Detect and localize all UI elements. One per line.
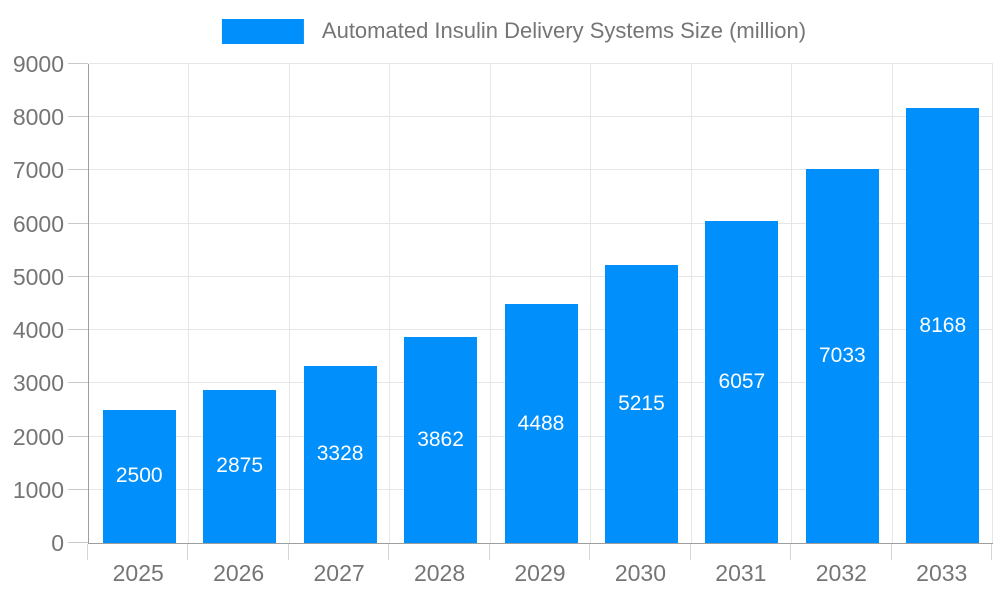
x-tick <box>991 544 992 560</box>
y-tick <box>68 116 88 118</box>
h-gridline <box>89 116 993 118</box>
x-tick-label: 2026 <box>213 560 265 586</box>
bar[interactable] <box>404 337 478 543</box>
bar-value-label: 2875 <box>216 454 264 478</box>
bar[interactable] <box>303 365 377 543</box>
bar-value-label: 5215 <box>618 392 665 416</box>
bar-value-label: 2500 <box>115 464 163 488</box>
bar[interactable] <box>906 108 980 543</box>
x-tick <box>287 544 289 560</box>
x-tick-label: 2027 <box>313 560 365 586</box>
y-tick-label: 6000 <box>12 210 64 237</box>
y-tick-label: 2000 <box>12 423 64 450</box>
x-tick <box>689 544 691 560</box>
bar[interactable] <box>504 304 578 543</box>
y-tick <box>68 329 88 331</box>
bar[interactable] <box>203 390 277 543</box>
v-gridline <box>288 64 290 543</box>
y-tick-label: 3000 <box>12 370 64 397</box>
y-tick <box>68 222 88 224</box>
y-tick-label: 5000 <box>12 263 64 290</box>
h-gridline <box>89 222 993 224</box>
y-tick <box>68 63 88 64</box>
h-gridline <box>89 169 993 171</box>
legend-label: Automated Insulin Delivery Systems Size … <box>321 18 807 43</box>
x-tick-label: 2028 <box>413 560 466 586</box>
y-tick-label: 9000 <box>12 51 64 77</box>
x-tick <box>388 544 390 560</box>
bar[interactable] <box>805 168 879 543</box>
x-tick-label: 2025 <box>112 560 164 586</box>
x-tick <box>488 544 490 560</box>
x-tick-label: 2031 <box>715 560 767 586</box>
y-tick <box>68 488 88 490</box>
x-tick-label: 2029 <box>514 560 566 586</box>
x-tick <box>589 544 591 560</box>
x-tick <box>87 544 88 560</box>
legend-swatch <box>221 18 304 44</box>
bar[interactable] <box>705 220 779 543</box>
bar[interactable] <box>102 409 176 543</box>
bar-value-label: 4488 <box>517 411 565 435</box>
y-tick <box>68 169 88 171</box>
y-tick <box>68 275 88 277</box>
x-tick-label: 2032 <box>815 560 867 586</box>
y-tick-label: 4000 <box>12 317 64 344</box>
chart-legend[interactable]: Automated Insulin Delivery Systems Size … <box>221 18 807 44</box>
x-tick <box>187 544 189 560</box>
v-gridline <box>891 64 893 543</box>
y-tick <box>68 542 88 543</box>
v-gridline <box>389 64 391 543</box>
v-gridline <box>489 64 491 543</box>
bar[interactable] <box>604 265 678 543</box>
h-gridline <box>89 63 993 64</box>
x-tick <box>890 544 892 560</box>
x-tick-label: 2033 <box>916 560 968 586</box>
y-tick <box>68 435 88 437</box>
h-gridline <box>89 275 993 277</box>
y-tick-label: 8000 <box>12 104 64 131</box>
v-gridline <box>188 64 190 543</box>
x-tick-label: 2030 <box>614 560 667 586</box>
bar-value-label: 7033 <box>818 343 866 367</box>
v-gridline <box>590 64 592 543</box>
y-tick-label: 7000 <box>12 157 64 184</box>
bar-value-label: 6057 <box>718 369 766 393</box>
v-gridline <box>690 64 692 543</box>
bar-value-label: 3328 <box>316 442 364 466</box>
plot-area: 2500 2875 3328 3862 4488 5215 6057 7033 8168 <box>88 63 993 544</box>
v-gridline <box>791 64 793 543</box>
y-tick-label: 1000 <box>12 476 64 503</box>
y-tick <box>68 382 88 384</box>
y-tick-label: 0 <box>51 530 64 556</box>
x-tick <box>790 544 792 560</box>
bar-value-label: 3862 <box>417 428 464 452</box>
v-gridline <box>992 64 993 543</box>
bar-value-label: 8168 <box>919 313 967 337</box>
